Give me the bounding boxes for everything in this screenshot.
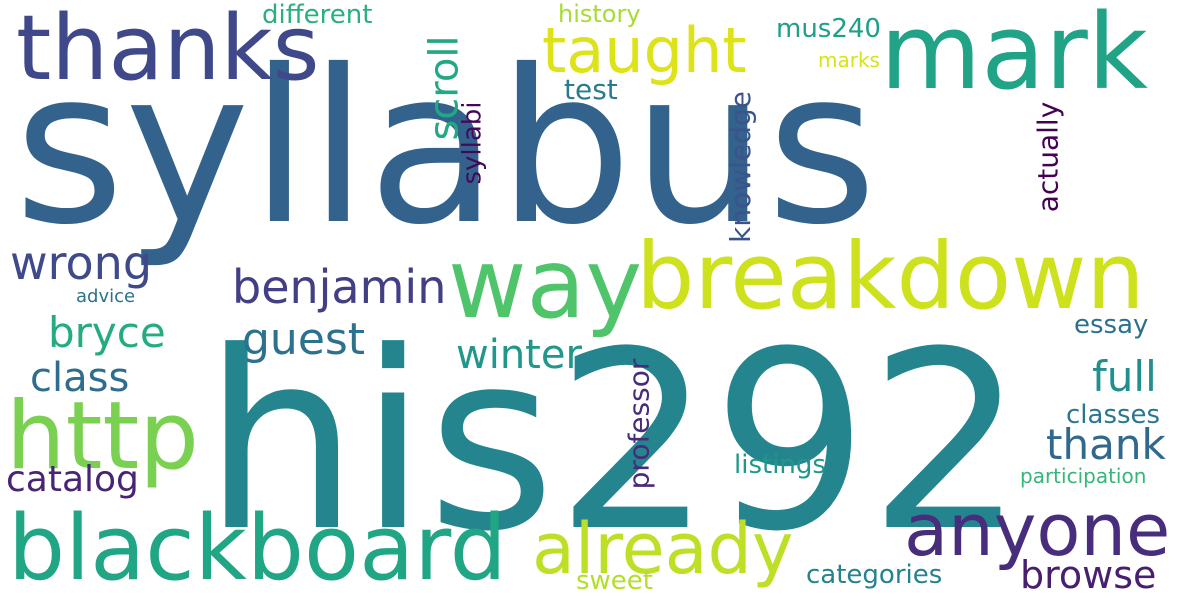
word-breakdown: breakdown — [636, 223, 1145, 330]
word-essay: essay — [1074, 310, 1149, 340]
word-blackboard: blackboard — [8, 496, 507, 600]
word-browse: browse — [1020, 553, 1157, 597]
word-http: http — [6, 382, 199, 491]
word-benjamin: benjamin — [232, 260, 447, 314]
word-sweet: sweet — [576, 566, 653, 596]
word-class: class — [30, 355, 130, 401]
word-participation: participation — [1020, 464, 1147, 488]
word-syllabus: syllabus — [14, 24, 878, 271]
word-categories: categories — [806, 560, 943, 590]
word-winter: winter — [456, 332, 582, 378]
word-syllabi: syllabi — [457, 101, 488, 185]
word-professor: professor — [621, 358, 655, 490]
word-wrong: wrong — [10, 236, 153, 290]
word-classes: classes — [1066, 400, 1161, 430]
word-full: full — [1092, 352, 1157, 401]
word-anyone: anyone — [904, 488, 1171, 572]
word-different: different — [262, 0, 373, 30]
word-guest: guest — [242, 314, 366, 365]
word-history: history — [558, 0, 641, 28]
word-way: way — [448, 228, 643, 340]
word-catalog: catalog — [6, 459, 139, 500]
word-marks: marks — [818, 48, 880, 72]
word-actually: actually — [1030, 101, 1064, 213]
word-listings: listings — [734, 450, 826, 480]
word-taught: taught — [542, 14, 747, 87]
word-bryce: bryce — [48, 308, 166, 357]
word-already: already — [532, 508, 794, 590]
word-knowledge: knowledge — [723, 91, 757, 243]
word-mark: mark — [880, 0, 1149, 113]
word-thank: thank — [1046, 420, 1166, 469]
word-thanks: thanks — [16, 0, 320, 101]
word-his292: his292 — [203, 300, 1025, 586]
word-test: test — [564, 73, 618, 106]
word-mus240: mus240 — [776, 14, 881, 44]
word-advice: advice — [76, 286, 136, 307]
